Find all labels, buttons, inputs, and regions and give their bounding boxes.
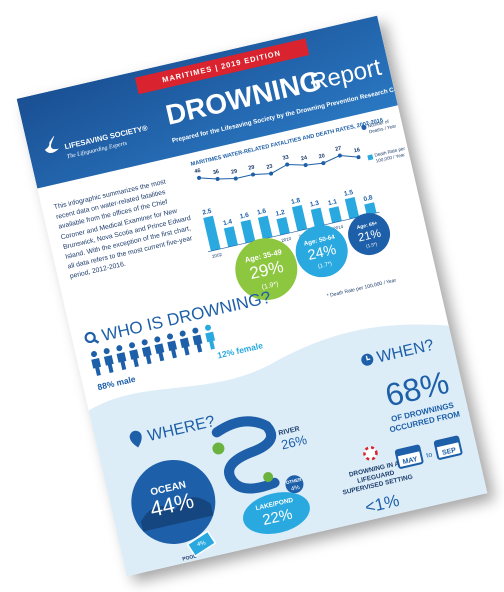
person-head bbox=[90, 350, 97, 357]
person-head bbox=[103, 348, 110, 355]
death-point bbox=[356, 155, 361, 160]
rate-bar bbox=[224, 226, 238, 247]
death-label: 33 bbox=[282, 155, 289, 162]
death-point bbox=[215, 177, 220, 182]
rate-label: 1.2 bbox=[275, 209, 286, 218]
death-label: 27 bbox=[335, 146, 342, 153]
death-label: 36 bbox=[212, 169, 219, 176]
rate-label: 1.4 bbox=[222, 218, 233, 227]
death-label: 20 bbox=[318, 153, 325, 160]
person-body bbox=[91, 358, 103, 376]
rate-label: 1.3 bbox=[309, 200, 320, 209]
rate-bar bbox=[241, 220, 256, 243]
rate-bar bbox=[329, 206, 342, 223]
death-label: 24 bbox=[300, 155, 308, 162]
rate-label: 1.8 bbox=[291, 197, 302, 206]
person-body bbox=[129, 349, 141, 367]
person-head bbox=[166, 333, 173, 340]
rate-bar bbox=[345, 197, 359, 219]
death-point bbox=[285, 162, 290, 167]
legend-square bbox=[367, 154, 373, 160]
death-point bbox=[321, 161, 326, 166]
person-head bbox=[128, 342, 135, 349]
rate-bar bbox=[203, 216, 220, 251]
rate-bar bbox=[258, 216, 273, 239]
person-head bbox=[204, 324, 211, 331]
death-label: 29 bbox=[248, 165, 255, 172]
person-head bbox=[116, 345, 123, 352]
female-share: 12% female bbox=[216, 340, 264, 360]
male-share: 88% male bbox=[96, 374, 136, 393]
death-point bbox=[337, 153, 342, 158]
person-body bbox=[142, 346, 154, 364]
person-body bbox=[167, 340, 179, 358]
death-point bbox=[303, 163, 308, 168]
death-point bbox=[197, 175, 202, 180]
rate-bar bbox=[311, 208, 325, 227]
person-body bbox=[180, 338, 192, 356]
person-head bbox=[154, 336, 161, 343]
rate-label: 1.1 bbox=[327, 198, 338, 207]
infographic-sheet: MARITIMES | 2019 EDITION LIFESAVING SOCI… bbox=[17, 16, 488, 577]
person-body bbox=[193, 335, 205, 353]
person-head bbox=[192, 327, 199, 334]
death-label: 16 bbox=[353, 147, 360, 154]
person-body bbox=[155, 343, 167, 361]
person-body bbox=[205, 332, 217, 350]
who-title: WHO IS DROWNING? bbox=[100, 288, 273, 345]
year-label: 2010 bbox=[281, 236, 292, 243]
search-icon-handle bbox=[94, 339, 99, 344]
person-head bbox=[179, 330, 186, 337]
death-label: 29 bbox=[231, 169, 238, 176]
death-point bbox=[251, 172, 256, 177]
death-label: 46 bbox=[194, 168, 201, 175]
page: { "header": { "edition": "MARITIMES | 20… bbox=[0, 0, 504, 592]
death-point bbox=[269, 171, 274, 176]
rate-label: 1.5 bbox=[343, 189, 354, 198]
rate-label: 2.5 bbox=[202, 208, 213, 217]
rate-label: 0.8 bbox=[363, 194, 374, 203]
person-body bbox=[117, 352, 129, 370]
death-point bbox=[233, 176, 238, 181]
death-label: 23 bbox=[266, 164, 273, 171]
year-label: 2002 bbox=[212, 252, 223, 259]
rate-bar bbox=[292, 205, 307, 231]
footnote: * Death Rate per 100,000 / Year bbox=[326, 278, 397, 300]
rate-label: 1.6 bbox=[239, 212, 250, 221]
infographic-art: MARITIMES | 2019 EDITION LIFESAVING SOCI… bbox=[17, 16, 488, 577]
person-head bbox=[141, 339, 148, 346]
person-body bbox=[104, 355, 116, 373]
rate-label: 1.6 bbox=[257, 208, 268, 217]
rate-bar bbox=[276, 217, 289, 235]
